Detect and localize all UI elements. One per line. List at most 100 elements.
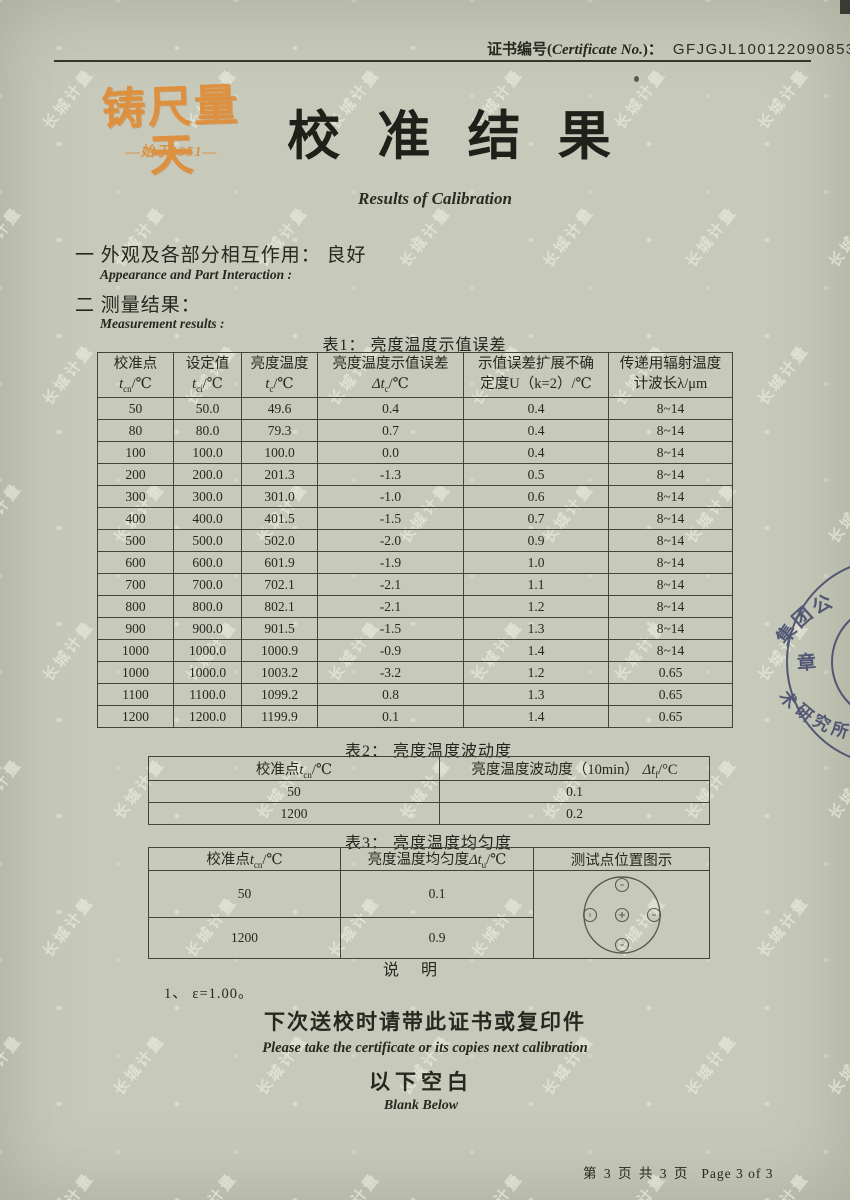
table3-row: 1200 0.9	[148, 917, 710, 959]
watermark-text: 长城计量	[40, 894, 98, 961]
table1-cell: 0.65	[608, 661, 733, 684]
table1-cell: -2.0	[317, 529, 464, 552]
table1-row: 1200 1200.0 1199.9 0.1 1.4 0.65	[97, 705, 733, 728]
table1-cell: 0.4	[463, 397, 609, 420]
table1-cell: 401.5	[241, 507, 318, 530]
table1-cell: 0.1	[317, 705, 464, 728]
scan-speck	[634, 76, 639, 82]
test-point-diagram-svg	[582, 875, 661, 954]
table1-cell: 500.0	[173, 529, 242, 552]
table1-cell: 8~14	[608, 573, 733, 596]
table1-row: 100 100.0 100.0 0.0 0.4 8~14	[97, 441, 733, 464]
table1-cell: 0.5	[463, 463, 609, 486]
blank-below-label: 以下空白	[369, 1070, 473, 1094]
table1-cell: 0.4	[463, 419, 609, 442]
table1-cell: 50	[97, 397, 174, 420]
certificate-number-line: 证书编号(Certificate No.)： GFJGJL100122090853…	[487, 38, 850, 59]
table1-cell: 400	[97, 507, 174, 530]
table1-cell: 8~14	[608, 617, 733, 640]
table1-cell: 1000	[97, 639, 174, 662]
section-measurement: 二 测量结果：	[75, 295, 201, 316]
watermark-text: 长城计量	[324, 1168, 385, 1200]
table1-row: 500 500.0 502.0 -2.0 0.9 8~14	[97, 529, 733, 552]
table1-cell: 79.3	[241, 419, 318, 442]
table1-cell: 0.4	[317, 397, 464, 420]
table1-cell: 1000	[97, 661, 174, 684]
table2-title: 表2： 亮度温度波动度	[344, 743, 512, 760]
table1-cell: 1003.2	[241, 661, 318, 684]
watermark-text: 长城计量	[683, 204, 741, 271]
table1-col-wavelength: 传递用辐射温度 计波长λ/μm	[608, 352, 733, 398]
table3-cell: 50	[148, 870, 341, 918]
table1-col-brightness-temp: 亮度温度 tc/℃	[241, 352, 318, 398]
table1-cell: 0.0	[317, 441, 464, 464]
seal-outer-ring	[786, 558, 850, 766]
table1-cell: 49.6	[241, 397, 318, 420]
table1-cell: 8~14	[608, 485, 733, 508]
table1-cell: 900.0	[173, 617, 242, 640]
table1-cell: 200	[97, 463, 174, 486]
table1-cell: 901.5	[241, 617, 318, 640]
blank-below-label-english: Blank Below	[383, 1098, 459, 1113]
table1-row: 1000 1000.0 1000.9 -0.9 1.4 8~14	[97, 639, 733, 662]
table1-cell: -1.5	[317, 617, 464, 640]
table1-title: 表1： 亮度温度示值误差	[322, 337, 507, 354]
note-item-1: 1、 ε=1.00。	[164, 986, 254, 1002]
watermark-text: 长城计量	[755, 66, 813, 133]
watermark-text: 长城计量	[38, 1168, 99, 1200]
table3-row: 50 0.1	[148, 870, 710, 959]
table3-cell: 1200	[148, 917, 341, 959]
seal-char: 术	[775, 687, 801, 713]
table1-cell: 1000.0	[173, 639, 242, 662]
table1-cell: -0.9	[317, 639, 464, 662]
table1-cell: 0.65	[608, 683, 733, 706]
table1-cell: 1.2	[463, 595, 609, 618]
watermark-text: 长城计量	[755, 342, 813, 409]
table1-cell: 1200	[97, 705, 174, 728]
page-title-english: Results of Calibration	[358, 189, 512, 208]
scan-corner-artifact	[840, 0, 850, 14]
table1-cell: 8~14	[608, 595, 733, 618]
table2-cell: 0.1	[439, 780, 710, 803]
table2-cell: 50	[148, 780, 440, 803]
table2-fluctuation: 校准点tcn/℃ 亮度温度波动度（10min） Δtf/°C 50 0.1 12…	[148, 756, 710, 825]
page-number: 第 3 页 共 3 页 Page 3 of 3	[583, 1166, 774, 1181]
table3-uniformity: 校准点tcn/℃ 亮度温度均匀度Δtu/℃ 测试点位置图示 50 0.1	[148, 847, 710, 959]
table1-row: 1000 1000.0 1003.2 -3.2 1.2 0.65	[97, 661, 733, 684]
table2-row: 1200 0.2	[148, 802, 710, 825]
table1-cell: 1000.0	[173, 661, 242, 684]
test-point-diagram	[533, 870, 710, 959]
table3-cell: 0.9	[340, 917, 534, 959]
seal-char: 究	[809, 710, 834, 736]
table1-cell: 800	[97, 595, 174, 618]
watermark-text: 长城计量	[40, 342, 98, 409]
table1-cell: 700.0	[173, 573, 242, 596]
table1-cell: 8~14	[608, 419, 733, 442]
table1-cell: 0.6	[463, 485, 609, 508]
table1-cell: 1100	[97, 683, 174, 706]
table1-cell: 0.7	[317, 419, 464, 442]
table1-row: 300 300.0 301.0 -1.0 0.6 8~14	[97, 485, 733, 508]
table1-col-calibration-point: 校准点 tcn/℃	[97, 352, 174, 398]
table1-cell: 8~14	[608, 551, 733, 574]
watermark-text: 长城计量	[826, 756, 850, 823]
table1-row: 80 80.0 79.3 0.7 0.4 8~14	[97, 419, 733, 442]
watermark-text: 长城计量	[540, 204, 598, 271]
table3-cell: 0.1	[340, 870, 534, 918]
watermark-text: 长城计量	[0, 756, 26, 823]
seal-inner-ring	[831, 603, 850, 721]
watermark-text: 长城计量	[826, 480, 850, 547]
table1-cell: 8~14	[608, 463, 733, 486]
section-appearance: 一 外观及各部分相互作用： 良好	[75, 245, 367, 266]
watermark-text: 长城计量	[0, 480, 26, 547]
table1-cell: 100.0	[241, 441, 318, 464]
table1-row: 600 600.0 601.9 -1.9 1.0 8~14	[97, 551, 733, 574]
table1-cell: 601.9	[241, 551, 318, 574]
table1-col-indication-error: 亮度温度示值误差 Δtc/℃	[317, 352, 464, 398]
table1-cell: 80	[97, 419, 174, 442]
table1-brightness-temperature-error: 校准点 tcn/℃ 设定值 tci/℃ 亮度温度 tc/℃ 亮度温度示值误差 Δ…	[97, 352, 733, 728]
watermark-text: 长城计量	[467, 1168, 528, 1200]
table1-cell: 702.1	[241, 573, 318, 596]
table1-cell: 700	[97, 573, 174, 596]
certificate-number-label: 证书编号(Certificate No.)：	[487, 42, 663, 58]
